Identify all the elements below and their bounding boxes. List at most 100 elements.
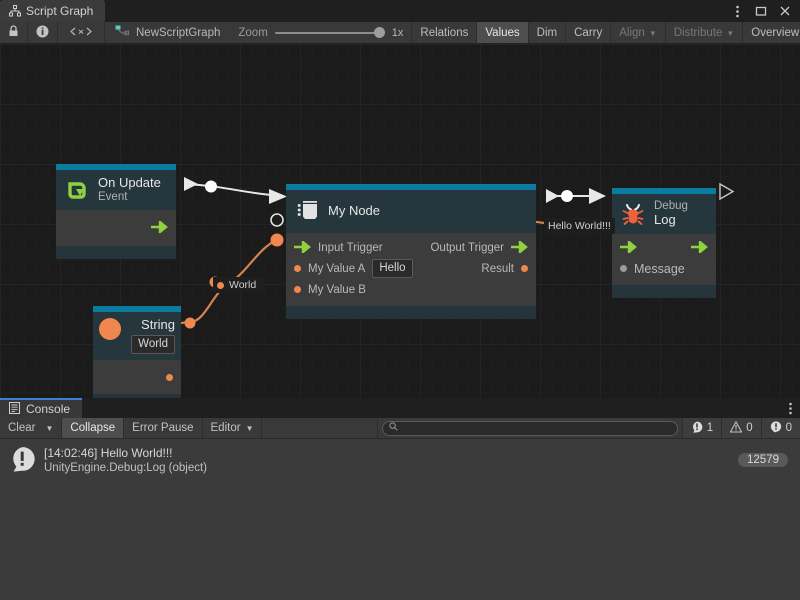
port-row-trigger[interactable]	[612, 237, 716, 258]
node-title-stack: String World	[129, 317, 175, 355]
chevron-down-icon[interactable]: ▼	[45, 424, 54, 433]
maximize-icon[interactable]	[754, 4, 768, 18]
collapse-button[interactable]: Collapse	[62, 418, 125, 438]
edge-label-text: Hello World!!!	[548, 220, 611, 232]
clear-button[interactable]: Clear ▼	[0, 418, 63, 438]
message-label: Message	[634, 261, 685, 276]
console-panel: Console Clear ▼ Collapse Error Pause Edi…	[0, 398, 800, 600]
zoom-value: 1x	[391, 26, 404, 39]
window-buttons	[730, 0, 800, 22]
zoom-slider-track	[274, 31, 385, 34]
string-output-port-icon[interactable]	[166, 373, 173, 381]
toolbar-button-relations[interactable]: Relations	[412, 22, 478, 43]
search-area	[378, 418, 682, 438]
error-pause-button[interactable]: Error Pause	[124, 418, 203, 438]
my-value-a-input[interactable]: Hello	[372, 258, 413, 279]
input-trigger-port-icon[interactable]	[620, 239, 637, 255]
graph-icon	[9, 5, 21, 17]
output-trigger-port-icon[interactable]	[511, 238, 528, 255]
result-port-icon[interactable]	[521, 265, 528, 272]
error-icon	[770, 420, 782, 436]
code-view-button[interactable]	[58, 22, 105, 43]
toolbar-button-distribute[interactable]: Distribute ▼	[666, 22, 744, 43]
value-dot-icon	[217, 281, 224, 289]
node-body: Input Trigger Output Trigger My Value A …	[286, 233, 536, 306]
counter-warnings[interactable]: 0	[721, 418, 761, 438]
node-string-literal[interactable]: String World	[93, 306, 181, 398]
message-port-icon[interactable]	[620, 265, 627, 273]
node-footer	[286, 306, 536, 319]
counter-messages[interactable]: 1	[681, 418, 722, 438]
window-titlebar: Script Graph	[0, 0, 800, 22]
counter-errors[interactable]: 0	[760, 418, 800, 438]
string-value-icon	[99, 318, 121, 340]
error-count: 0	[785, 422, 792, 434]
zoom-slider[interactable]	[274, 27, 385, 39]
port-row-message[interactable]: Message	[612, 258, 716, 279]
close-icon[interactable]	[778, 4, 792, 18]
output-trigger-port-icon[interactable]	[691, 239, 708, 255]
port-row-my-value-a[interactable]: My Value A Hello Result	[286, 258, 536, 279]
console-tab-label: Console	[26, 402, 71, 416]
edge-value-label-world: World	[213, 277, 264, 293]
node-subtitle: Event	[98, 190, 128, 203]
log-count-badge: 12579	[738, 453, 788, 467]
editor-label: Editor	[210, 422, 241, 434]
toolbar-button-overview[interactable]: Overview	[743, 22, 800, 43]
toolbar-button-carry[interactable]: Carry	[566, 22, 612, 43]
input-trigger-label: Input Trigger	[318, 241, 383, 254]
tab-script-graph[interactable]: Script Graph	[0, 0, 106, 22]
zoom-control: Zoom 1x	[230, 22, 413, 43]
kebab-menu-icon[interactable]	[730, 4, 744, 18]
input-trigger-port-icon[interactable]	[294, 238, 311, 255]
my-value-b-port-icon[interactable]	[294, 286, 301, 293]
zoom-slider-knob[interactable]	[373, 27, 385, 38]
toolbar-button-align[interactable]: Align ▼	[611, 22, 666, 43]
message-count: 1	[706, 422, 714, 434]
node-my-node[interactable]: My Node Input Trigger Output Trigger	[286, 184, 536, 319]
string-value-input[interactable]: World	[131, 334, 175, 355]
output-trigger-port-icon[interactable]	[151, 219, 168, 235]
node-title: My Node	[328, 203, 381, 219]
loop-event-icon	[64, 177, 90, 203]
node-accent-bar	[56, 164, 176, 170]
port-row-my-value-b[interactable]: My Value B	[286, 279, 536, 300]
node-title: String	[141, 317, 175, 332]
node-on-update[interactable]: On Update Event	[56, 164, 176, 260]
graph-toolbar: NewScriptGraph Zoom 1x Relations Values …	[0, 22, 800, 44]
toolbar-button-values[interactable]: Values	[477, 22, 529, 43]
node-title-stack: On Update Event	[98, 175, 161, 204]
my-value-b-label: My Value B	[308, 283, 366, 296]
graph-canvas[interactable]: On Update Event	[0, 44, 800, 398]
node-accent-bar	[612, 188, 716, 194]
toolbar-button-dim[interactable]: Dim	[529, 22, 567, 43]
node-footer	[93, 394, 181, 398]
editor-dropdown[interactable]: Editor ▼	[203, 418, 263, 438]
log-text: [14:02:46] Hello World!!! UnityEngine.De…	[44, 446, 207, 474]
search-input[interactable]	[381, 420, 678, 436]
log-stacktrace: UnityEngine.Debug:Log (object)	[44, 462, 208, 474]
my-value-a-port-icon[interactable]	[294, 265, 301, 272]
tab-console[interactable]: Console	[0, 398, 83, 418]
edge-value-label-hello-world: Hello World!!!	[544, 218, 615, 234]
console-log-list[interactable]: [14:02:46] Hello World!!! UnityEngine.De…	[0, 439, 800, 599]
kebab-menu-icon[interactable]	[789, 398, 792, 418]
lock-button[interactable]	[0, 22, 28, 43]
code-icon	[68, 26, 94, 40]
warning-icon	[729, 420, 743, 436]
tab-label: Script Graph	[26, 4, 94, 18]
port-row-trigger[interactable]: Input Trigger Output Trigger	[286, 237, 536, 258]
output-trigger-label: Output Trigger	[430, 241, 504, 254]
port-row-output[interactable]	[93, 360, 181, 394]
node-footer	[56, 246, 176, 260]
info-button[interactable]	[28, 22, 58, 43]
info-icon	[36, 25, 49, 41]
log-entry[interactable]: [14:02:46] Hello World!!! UnityEngine.De…	[0, 439, 800, 482]
node-title-stack: Debug Log	[654, 200, 688, 228]
breadcrumb[interactable]: NewScriptGraph	[105, 22, 230, 43]
toolbar-gap	[262, 418, 378, 438]
node-debug-log[interactable]: Debug Log Message	[612, 188, 716, 299]
port-row-output-trigger[interactable]	[56, 210, 176, 246]
chevron-down-icon: ▼	[726, 28, 735, 38]
node-accent-bar	[93, 306, 181, 312]
